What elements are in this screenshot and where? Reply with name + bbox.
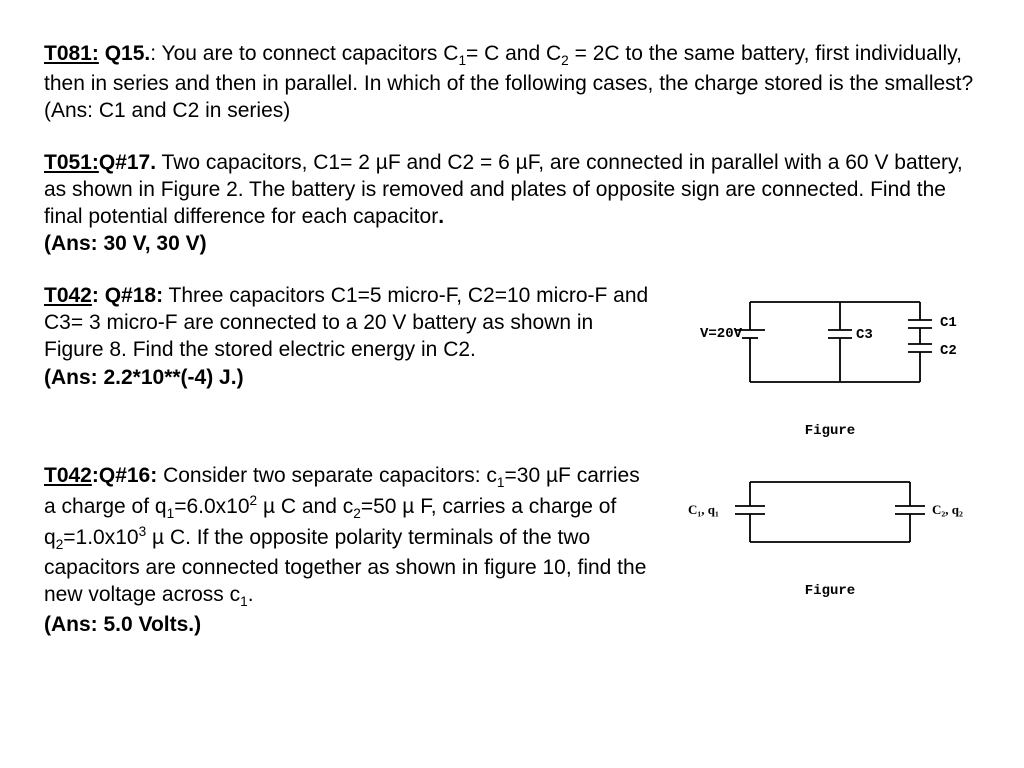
circuit-svg-1: V=20V C3 C1 C2 — [680, 282, 980, 422]
question-code: T042 — [44, 464, 92, 487]
question-text: . — [248, 583, 254, 606]
question-text-column: T042: Q#18: Three capacitors C1=5 micro-… — [44, 282, 652, 391]
circuit-svg-2: C₁, q₁ C₂, q₂ — [680, 462, 980, 582]
question-text: =6.0x10 — [174, 495, 249, 518]
c3-label: C3 — [856, 327, 873, 343]
question-row-t042-q16: T042:Q#16: Consider two separate capacit… — [44, 462, 980, 638]
left-cap-label: C₁, q₁ — [688, 502, 719, 517]
question-text: =1.0x10 — [63, 526, 138, 549]
c1-label: C1 — [940, 315, 957, 331]
question-text-column: T042:Q#16: Consider two separate capacit… — [44, 462, 652, 638]
subscript: 1 — [497, 475, 505, 490]
circuit-figure-2: C₁, q₁ C₂, q₂ Figure — [680, 462, 980, 600]
question-number: Q15. — [99, 42, 150, 65]
question-code: T081: — [44, 42, 99, 65]
c2-label: C2 — [940, 343, 957, 359]
subscript: 1 — [458, 53, 466, 68]
period-bold: . — [438, 205, 444, 228]
question-text: Two capacitors, C1= 2 µF and C2 = 6 µF, … — [44, 151, 963, 229]
question-code: T042 — [44, 284, 92, 307]
figure-caption: Figure — [680, 422, 980, 440]
subscript: 2 — [353, 506, 361, 521]
question-text: Consider two separate capacitors: c — [157, 464, 497, 487]
voltage-label: V=20V — [700, 326, 743, 342]
answer-text: (Ans: 5.0 Volts.) — [44, 613, 201, 636]
subscript: 2 — [561, 53, 569, 68]
question-block-t081-q15: T081: Q15.: You are to connect capacitor… — [44, 40, 980, 125]
figure-caption: Figure — [680, 582, 980, 600]
subscript: 1 — [240, 594, 248, 609]
answer-text: (Ans: C1 and C2 in series) — [44, 99, 290, 122]
question-block-t051-q17: T051:Q#17. Two capacitors, C1= 2 µF and … — [44, 149, 980, 258]
question-row-t042-q18: T042: Q#18: Three capacitors C1=5 micro-… — [44, 282, 980, 440]
question-text: µ C and c — [257, 495, 353, 518]
question-text: : You are to connect capacitors C — [150, 42, 458, 65]
circuit-figure-1: V=20V C3 C1 C2 Figure — [680, 282, 980, 440]
question-text: = C and C — [466, 42, 561, 65]
right-cap-label: C₂, q₂ — [932, 502, 963, 517]
question-code: T051: — [44, 151, 99, 174]
superscript: 2 — [250, 493, 258, 508]
question-number: Q#17. — [99, 151, 156, 174]
question-number: : Q#18: — [92, 284, 163, 307]
answer-text: (Ans: 2.2*10**(-4) J.) — [44, 366, 244, 389]
question-number: :Q#16: — [92, 464, 157, 487]
answer-text: (Ans: 30 V, 30 V) — [44, 232, 207, 255]
